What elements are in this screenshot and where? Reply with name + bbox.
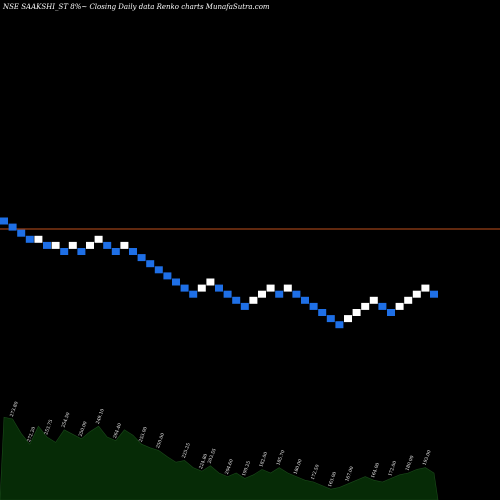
renko-brick-down xyxy=(318,309,327,316)
volume-label: 185.70 xyxy=(275,449,286,466)
renko-brick-up xyxy=(395,302,404,310)
renko-brick-down xyxy=(163,272,172,280)
volume-label: 253.00 xyxy=(138,426,149,443)
renko-brick-up xyxy=(266,284,275,292)
volume-label: 172.00 xyxy=(387,460,398,477)
renko-brick-down xyxy=(189,290,198,298)
volume-label: 273.80 xyxy=(9,401,20,418)
renko-brick-down xyxy=(137,254,146,262)
renko-brick-up xyxy=(197,284,206,292)
volume-label: 250.00 xyxy=(155,432,166,449)
renko-brick-down xyxy=(387,309,395,316)
renko-brick-down xyxy=(172,278,180,286)
renko-brick-down xyxy=(154,266,163,274)
renko-brick-up xyxy=(412,290,421,298)
renko-brick-up xyxy=(361,302,370,310)
renko-brick-down xyxy=(240,302,249,310)
renko-brick-up xyxy=(86,241,94,249)
volume-label: 164.00 xyxy=(370,462,381,479)
volume-label: 264.40 xyxy=(112,422,123,439)
renko-brick-up xyxy=(120,241,129,249)
renko-brick-down xyxy=(8,223,17,231)
renko-brick-up xyxy=(94,235,103,243)
renko-brick-down xyxy=(232,296,241,304)
renko-brick-up xyxy=(352,309,361,316)
volume-label: 272.20 xyxy=(26,426,37,443)
renko-brick-down xyxy=(215,284,223,292)
volume-label: 204.60 xyxy=(224,458,235,475)
volume-labels: 273.80 272.20 253.75 254.50 250.00 249.10 264.… xyxy=(9,401,433,488)
volume-label: 190.25 xyxy=(241,460,252,477)
renko-brick-up xyxy=(369,296,378,304)
renko-brick-down xyxy=(43,241,51,249)
volume-label: 249.10 xyxy=(95,408,106,425)
renko-brick-down xyxy=(17,229,26,237)
renko-brick-up xyxy=(34,235,43,243)
renko-brick-up xyxy=(421,284,430,292)
volume-area xyxy=(0,416,439,500)
brick-series xyxy=(0,217,438,329)
renko-brick-down xyxy=(146,260,155,268)
volume-label: 180.00 xyxy=(293,458,304,475)
renko-brick-up xyxy=(258,290,266,298)
chart-title: NSE SAAKSHI_ST 8%~ Closing Daily data Re… xyxy=(2,3,270,11)
renko-brick-down xyxy=(223,290,232,298)
volume-label: 203.55 xyxy=(207,448,218,465)
renko-brick-down xyxy=(129,248,137,255)
volume-label: 182.00 xyxy=(258,451,269,468)
renko-brick-down xyxy=(103,241,112,249)
volume-label: 250.00 xyxy=(78,421,89,438)
renko-brick-down xyxy=(309,302,318,310)
renko-brick-up xyxy=(249,296,258,304)
renko-brick-down xyxy=(301,296,309,304)
volume-label: 193.00 xyxy=(422,449,433,466)
renko-brick-up xyxy=(404,296,413,304)
renko-brick-down xyxy=(378,302,387,310)
renko-brick-up xyxy=(283,284,292,292)
renko-brick-down xyxy=(60,248,69,255)
volume-label: 172.50 xyxy=(310,464,321,481)
volume-label: 163.00 xyxy=(327,471,338,488)
renko-brick-down xyxy=(335,321,344,329)
renko-brick-up xyxy=(344,315,352,323)
renko-brick-down xyxy=(180,284,189,292)
volume-label: 167.00 xyxy=(344,466,355,483)
renko-brick-down xyxy=(275,290,284,298)
renko-brick-down xyxy=(292,290,301,298)
renko-brick-down xyxy=(0,217,8,225)
renko-brick-down xyxy=(111,248,120,255)
renko-brick-down xyxy=(430,290,438,298)
renko-brick-down xyxy=(25,235,34,243)
renko-brick-up xyxy=(51,241,60,249)
volume-label: 253.75 xyxy=(43,419,54,436)
renko-brick-down xyxy=(77,248,86,255)
renko-brick-up xyxy=(68,241,77,249)
renko-brick-up xyxy=(206,278,215,286)
renko-brick-down xyxy=(326,315,335,323)
volume-label: 225.25 xyxy=(181,442,192,459)
volume-label: 254.50 xyxy=(60,412,71,429)
volume-label: 180.00 xyxy=(404,455,415,472)
volume-label: 224.80 xyxy=(198,453,209,470)
